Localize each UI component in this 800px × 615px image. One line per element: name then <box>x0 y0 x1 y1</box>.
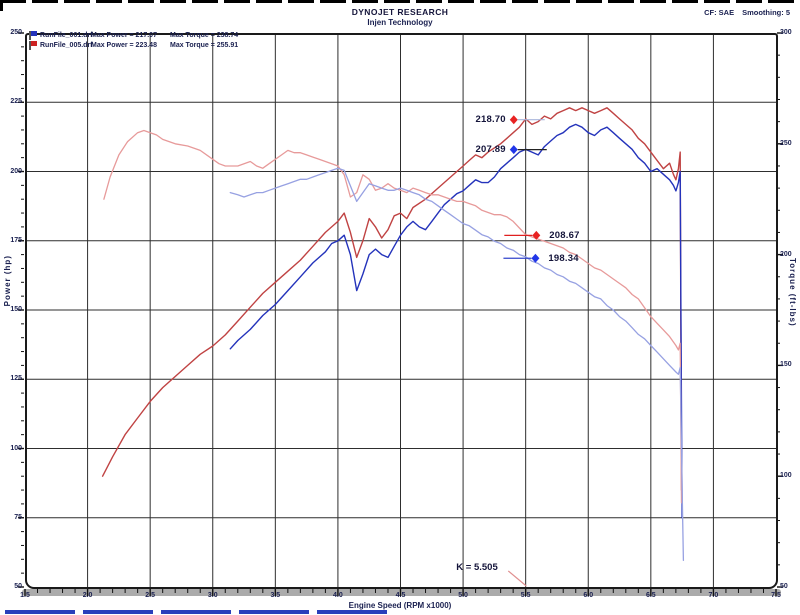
torque-axis-title: Torque (ft-lbs) <box>788 258 797 327</box>
legend-run2-max-power: Max Power = 223.48 <box>91 41 157 49</box>
torque-tick-label: 300 <box>780 29 792 36</box>
torque-tick-label: 50 <box>780 583 788 590</box>
cursor-marker-diamond[interactable] <box>509 115 518 125</box>
x-tick-label: 2.5 <box>145 592 156 599</box>
report-subtitle: Injen Technology <box>367 18 433 27</box>
legend-row-run1: RunFile_001.drf Max Power = 217.07 Max T… <box>29 30 238 40</box>
power-tick-label: 100 <box>10 444 22 452</box>
power-tick-label: 125 <box>10 375 22 383</box>
power-tick-label: 50 <box>14 583 22 590</box>
x-tick-label: 6.0 <box>583 592 594 599</box>
torque-tick-label: 200 <box>780 250 792 258</box>
legend-run2-max-torque: Max Torque = 255.91 <box>170 41 239 49</box>
legend-row-run2: RunFile_005.drf Max Power = 223.48 Max T… <box>29 40 238 50</box>
curve-runfile-001-torque-ft-lbs- <box>229 167 685 562</box>
bottom-dashed-strip <box>5 610 393 614</box>
x-tick-label: 3.0 <box>207 592 218 599</box>
torque-tick-label: 100 <box>780 472 792 480</box>
cursor-marker-diamond[interactable] <box>531 253 540 263</box>
x-tick-label: 6.5 <box>645 592 656 599</box>
cursor-value-label: 207.89 <box>475 144 506 156</box>
curve-runfile-005-power-hp- <box>101 107 683 491</box>
curve-runfile-001-power-hp- <box>229 123 683 519</box>
rpm-axis-title: Engine Speed (RPM x1000) <box>348 601 452 610</box>
report-title: DYNOJET RESEARCH <box>351 7 449 17</box>
x-tick-label: 5.0 <box>458 592 468 599</box>
power-tick-label: 75 <box>14 513 22 521</box>
correction-info: CF: SAE Smoothing: 5 <box>704 8 790 17</box>
correction-factor: CF: SAE <box>704 8 735 17</box>
cursor-rpm-annotation: K = 5.505 <box>456 562 498 573</box>
torque-tick-label: 150 <box>780 361 792 369</box>
power-tick-label: 175 <box>10 236 22 244</box>
x-tick-label: 4.0 <box>333 592 343 599</box>
x-tick-label: 4.5 <box>395 592 406 599</box>
blue-flag-icon <box>29 30 38 40</box>
cursor-marker-diamond[interactable] <box>509 145 518 155</box>
legend-run1-file: RunFile_001.drf <box>40 31 93 39</box>
top-dashed-strip <box>0 0 800 3</box>
x-tick-label: 3.5 <box>270 592 281 599</box>
x-tick-label: 1.5 <box>20 592 30 599</box>
power-tick-label: 250 <box>10 29 22 36</box>
cursor-value-label: 208.67 <box>549 229 580 241</box>
smoothing-value: Smoothing: 5 <box>742 8 790 17</box>
torque-tick-label: 250 <box>780 139 792 147</box>
x-tick-label: 7.0 <box>708 592 719 599</box>
x-tick-label: 5.5 <box>520 592 531 599</box>
x-tick-label: 2.0 <box>82 592 93 599</box>
legend-run1-max-power: Max Power = 217.07 <box>91 31 157 39</box>
run-legend: RunFile_001.drf Max Power = 217.07 Max T… <box>29 30 238 50</box>
legend-run2-file: RunFile_005.drf <box>40 41 93 49</box>
x-tick-label: 7.5 <box>771 592 781 599</box>
power-tick-label: 225 <box>10 98 22 106</box>
power-tick-label: 200 <box>10 167 22 175</box>
legend-run1-max-torque: Max Torque = 238.74 <box>170 31 239 39</box>
cursor-value-label: 218.70 <box>475 114 506 126</box>
power-tick-label: 150 <box>10 306 22 313</box>
plot-frame <box>25 33 778 589</box>
curve-runfile-005-torque-ft-lbs- <box>103 129 683 504</box>
cursor-value-label: 198.34 <box>548 252 579 264</box>
top-left-notch <box>0 0 3 11</box>
red-flag-icon <box>29 40 38 50</box>
cursor-marker-diamond[interactable] <box>532 230 541 240</box>
power-axis-title: Power (hp) <box>3 255 12 307</box>
